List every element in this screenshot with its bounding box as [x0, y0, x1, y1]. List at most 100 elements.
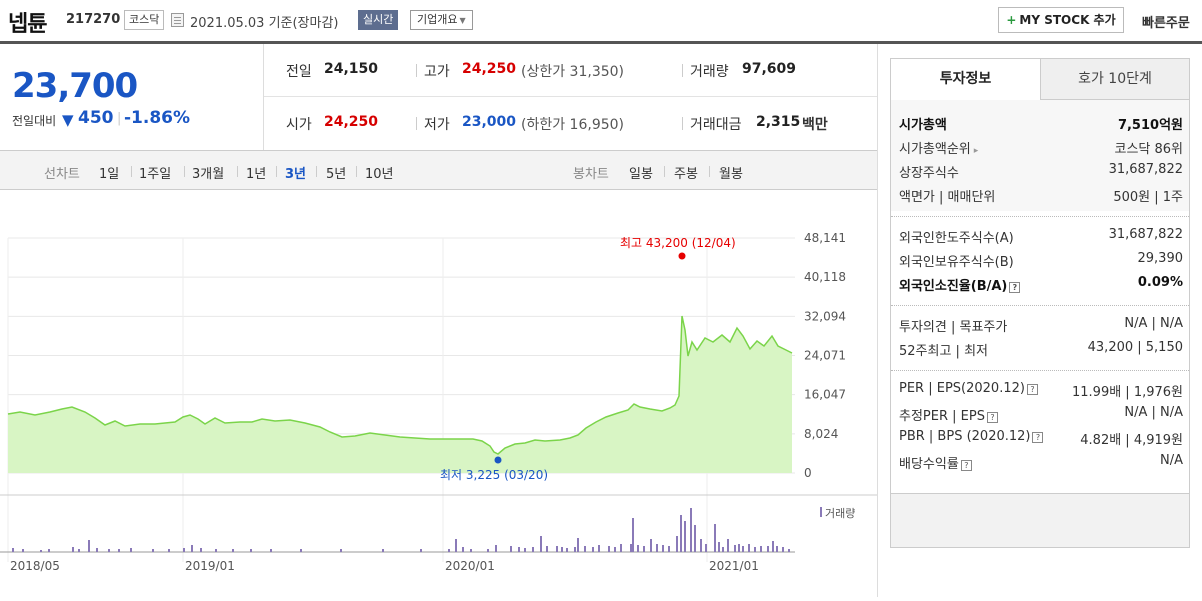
volume-bar — [690, 508, 692, 552]
min-annotation: 최저 3,225 (03/20) — [440, 468, 548, 482]
company-name: 넵튠 — [8, 12, 47, 37]
volume-bar — [88, 540, 90, 552]
tab-weekly[interactable]: 주봉 — [674, 167, 698, 182]
invest-row-value: 500원 | 1주 — [1113, 190, 1183, 205]
tab-1y[interactable]: 1년 — [246, 167, 267, 182]
chevron-right-icon[interactable]: ▸ — [973, 146, 979, 156]
max-point — [678, 252, 686, 260]
company-overview-label: 기업개요 — [417, 13, 458, 26]
help-icon[interactable]: ? — [986, 412, 998, 423]
volume-bar — [577, 538, 579, 552]
tab-monthly[interactable]: 월봉 — [719, 167, 743, 182]
invest-row: 상장주식수 31,687,822 — [899, 162, 1183, 186]
invest-row-label: 외국인소진율(B/A)? — [899, 275, 1021, 294]
volume-bar — [561, 547, 563, 552]
volume-bar — [718, 542, 720, 552]
volume-bar — [72, 547, 74, 552]
invest-row-value: 0.09% — [1137, 275, 1183, 290]
volume-bar — [462, 547, 464, 552]
volume-bar — [738, 544, 740, 552]
current-price: 23,700 — [12, 66, 138, 106]
invest-row: PER | EPS(2020.12)? 11.99배 | 1,976원 — [899, 381, 1183, 405]
tab-1d[interactable]: 1일 — [99, 167, 120, 182]
price-area — [8, 316, 792, 473]
volume-bar — [772, 541, 774, 552]
tab-3m[interactable]: 3개월 — [192, 167, 225, 182]
company-overview-dropdown[interactable]: 기업개요 ▼ — [410, 10, 473, 30]
change-value: 450 — [78, 108, 114, 128]
divider — [276, 166, 277, 177]
invest-row-value: N/A — [1160, 453, 1183, 468]
invest-row-value: N/A | N/A — [1124, 405, 1183, 420]
tab-invest-info[interactable]: 투자정보 — [891, 59, 1041, 100]
divider — [131, 166, 132, 177]
tab-3y[interactable]: 3년 — [285, 167, 307, 182]
y-tick-label: 48,141 — [804, 231, 846, 245]
divider — [891, 216, 1189, 217]
chart-tabs: 선차트 1일 1주일 3개월 1년 3년 5년 10년 봉차트 일봉 주봉 월봉 — [0, 150, 878, 190]
volume-bar — [694, 525, 696, 552]
volume-bar — [487, 549, 489, 552]
volume-bar — [382, 549, 384, 552]
divider — [891, 370, 1189, 371]
volume-bar — [632, 518, 634, 552]
volume-bar — [191, 545, 193, 552]
volume-bar — [22, 549, 24, 552]
invest-row: 배당수익률? N/A — [899, 453, 1183, 477]
invest-row-value: 43,200 | 5,150 — [1087, 340, 1183, 355]
invest-row-label: PER | EPS(2020.12)? — [899, 381, 1038, 396]
tab-order-book[interactable]: 호가 10단계 — [1041, 59, 1189, 100]
invest-info-panel: 투자정보 호가 10단계 시가총액 7,510억원 시가총액순위 ▸ 코스닥 86위 상장… — [890, 58, 1190, 548]
tab-5y[interactable]: 5년 — [326, 167, 347, 182]
invest-row-value: 29,390 — [1137, 251, 1184, 266]
base-date: 2021.05.03 기준(장마감) — [190, 16, 339, 31]
volume-bar — [168, 549, 170, 552]
volume-bar — [78, 549, 80, 552]
x-tick-label: 2020/01 — [445, 559, 495, 573]
volume-bar — [448, 549, 450, 552]
prev-close-value: 24,150 — [324, 61, 379, 77]
invest-row-value: 31,687,822 — [1108, 227, 1183, 242]
volume-bar — [643, 546, 645, 552]
volume-label: 거래량 — [690, 64, 729, 80]
tab-daily[interactable]: 일봉 — [629, 167, 653, 182]
volume-bar — [215, 549, 217, 552]
volume-legend-label: 거래량 — [825, 507, 855, 520]
help-icon[interactable]: ? — [1009, 282, 1021, 293]
volume-bar — [748, 544, 750, 552]
add-mystock-label: MY STOCK 추가 — [1019, 13, 1116, 27]
volume-bar — [300, 549, 302, 552]
invest-row: 시가총액 7,510억원 — [899, 114, 1183, 138]
volume-bar — [656, 544, 658, 552]
help-icon[interactable]: ? — [1026, 384, 1038, 395]
header-divider-right — [878, 41, 1202, 44]
help-icon[interactable]: ? — [960, 460, 972, 471]
volume-bar — [684, 521, 686, 552]
industry-section — [891, 493, 1189, 547]
volume-bar — [598, 545, 600, 552]
amount-unit: 백만 — [802, 117, 828, 133]
high-value: 24,250 — [462, 61, 517, 77]
invest-row: 외국인소진율(B/A)? 0.09% — [899, 275, 1183, 299]
volume-bar — [566, 548, 568, 552]
help-icon[interactable]: ? — [1032, 432, 1044, 443]
tab-1w[interactable]: 1주일 — [139, 167, 172, 182]
quick-order-button[interactable]: 빠른주문 — [1142, 16, 1190, 31]
volume-bar — [232, 549, 234, 552]
realtime-button[interactable]: 실시간 — [358, 10, 399, 30]
invest-row: 외국인한도주식수(A) 31,687,822 — [899, 227, 1183, 251]
price-stats: 전일 24,150 고가 24,250 (상한가 31,350) 거래량 97,… — [264, 44, 878, 150]
invest-row-label: 배당수익률? — [899, 453, 972, 472]
tab-10y[interactable]: 10년 — [365, 167, 394, 182]
volume-bar — [270, 549, 272, 552]
stats-row-2: 시가 24,250 저가 23,000 (하한가 16,950) 거래대금 2,… — [264, 97, 878, 150]
volume-bar — [760, 546, 762, 552]
volume-bar — [630, 544, 632, 552]
prev-close-label: 전일 — [286, 64, 312, 80]
open-label: 시가 — [286, 117, 312, 133]
divider — [316, 166, 317, 177]
invest-row-value: 11.99배 | 1,976원 — [1072, 385, 1183, 400]
volume-bar — [727, 539, 729, 552]
calendar-icon — [171, 13, 184, 27]
add-mystock-button[interactable]: + MY STOCK 추가 — [998, 7, 1124, 33]
